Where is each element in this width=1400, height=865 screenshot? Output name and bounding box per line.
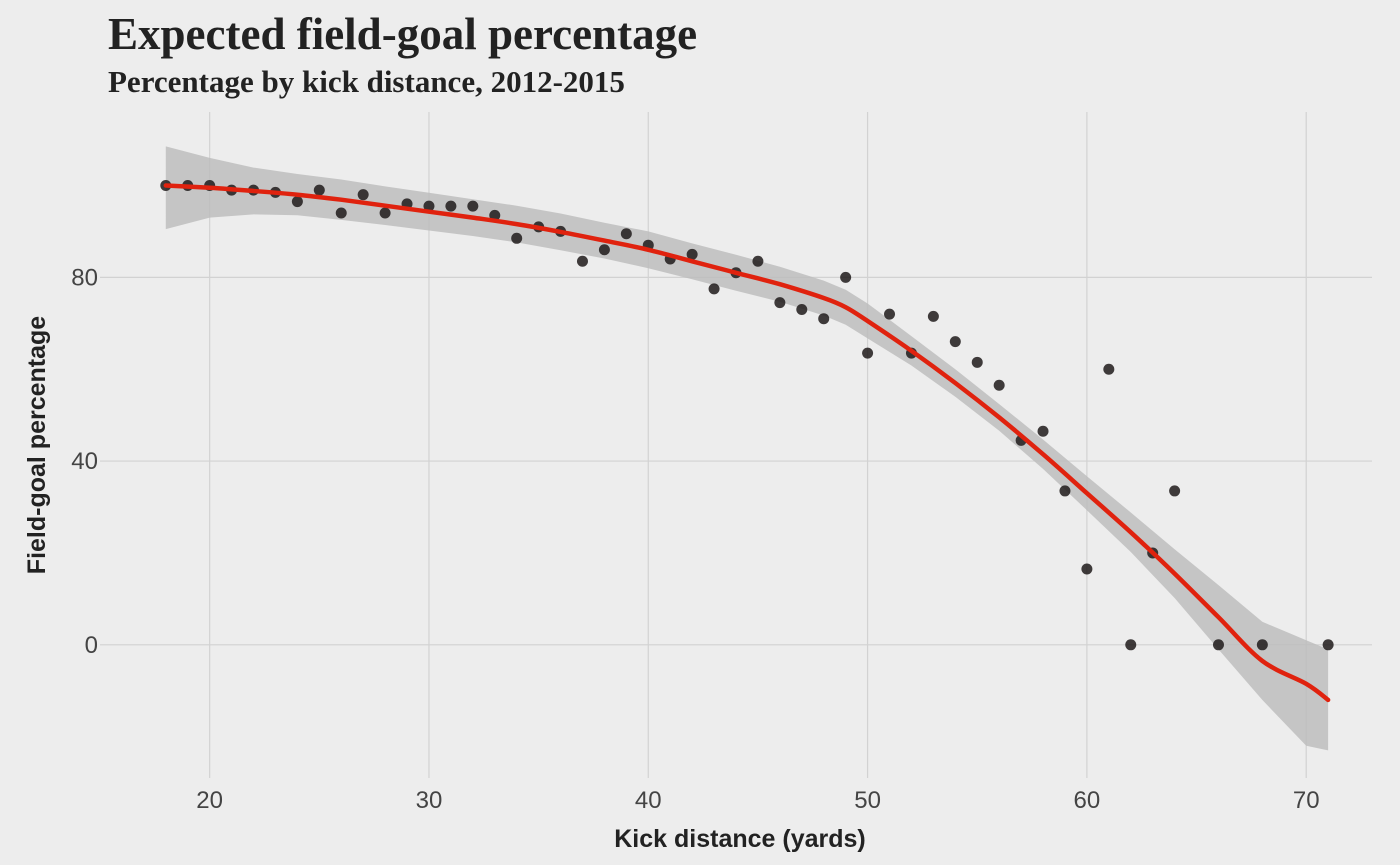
x-tick-label: 20 (196, 787, 223, 814)
y-axis-title: Field-goal percentage (23, 316, 51, 574)
data-point (576, 255, 588, 267)
data-point (1125, 639, 1137, 651)
y-tick-label: 80 (71, 264, 98, 291)
data-point (291, 196, 303, 208)
x-tick-label: 30 (416, 787, 443, 814)
data-point (379, 207, 391, 219)
data-point (467, 200, 479, 212)
data-point (598, 244, 610, 256)
data-point (423, 200, 435, 212)
data-point (1081, 563, 1093, 575)
data-point (313, 184, 325, 196)
data-point (818, 313, 830, 325)
y-tick-label: 40 (71, 448, 98, 475)
x-tick-label: 70 (1293, 787, 1320, 814)
x-axis-title: Kick distance (yards) (614, 825, 866, 853)
chart-title: Expected field-goal percentage (108, 9, 698, 59)
data-point (949, 336, 961, 348)
x-tick-label: 50 (854, 787, 881, 814)
tick-labels: 20 30 40 50 60 70 0 40 80 (71, 264, 1319, 814)
data-point (1169, 485, 1181, 497)
data-point (796, 304, 808, 316)
data-point (1059, 485, 1071, 497)
x-tick-label: 60 (1074, 787, 1101, 814)
data-point (708, 283, 720, 295)
data-point (927, 310, 939, 322)
data-point (862, 347, 874, 359)
data-point (1322, 639, 1334, 651)
chart-subtitle: Percentage by kick distance, 2012-2015 (108, 64, 625, 99)
data-point (357, 189, 369, 201)
data-point (1212, 639, 1224, 651)
smooth-trend-line (163, 183, 1331, 703)
confidence-band (165, 146, 1329, 751)
data-point (1256, 639, 1268, 651)
x-tick-label: 40 (635, 787, 662, 814)
y-tick-label: 0 (85, 632, 98, 659)
data-point (1037, 425, 1049, 437)
data-point (335, 207, 347, 219)
data-point (620, 228, 632, 240)
data-point (884, 308, 896, 320)
data-point (774, 297, 786, 309)
data-point (445, 200, 457, 212)
data-point (1103, 363, 1115, 375)
data-point (840, 271, 852, 283)
data-point (971, 356, 983, 368)
data-point (752, 255, 764, 267)
data-point (686, 248, 698, 260)
data-point (993, 379, 1005, 391)
data-point (511, 232, 523, 244)
grid-layer (100, 112, 1372, 778)
